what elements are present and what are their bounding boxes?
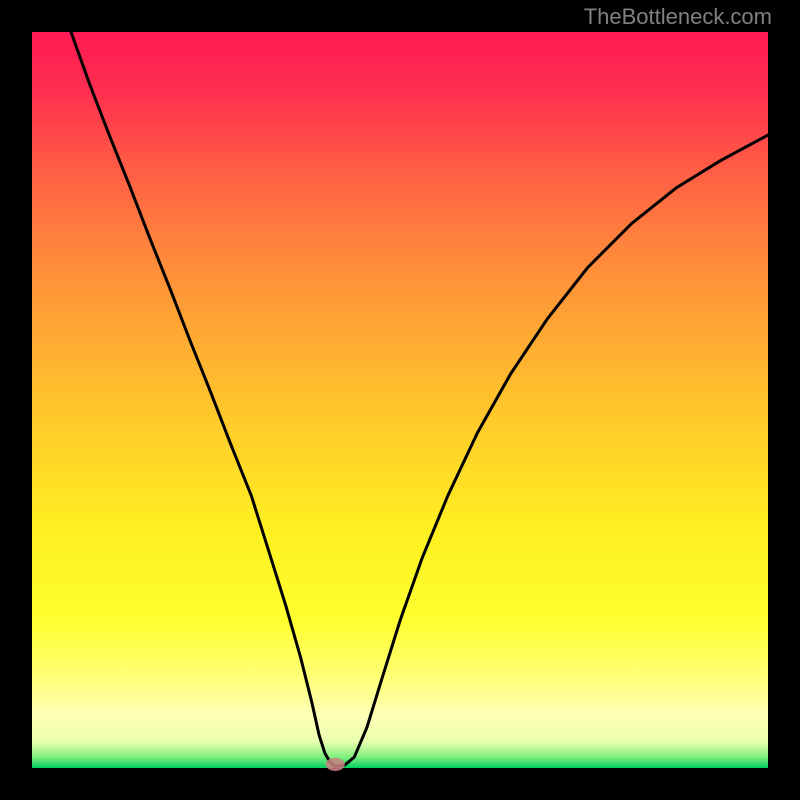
plot-gradient-background xyxy=(32,32,768,768)
watermark-text: TheBottleneck.com xyxy=(584,4,772,30)
chart-svg xyxy=(0,0,800,800)
apex-marker xyxy=(326,758,345,771)
